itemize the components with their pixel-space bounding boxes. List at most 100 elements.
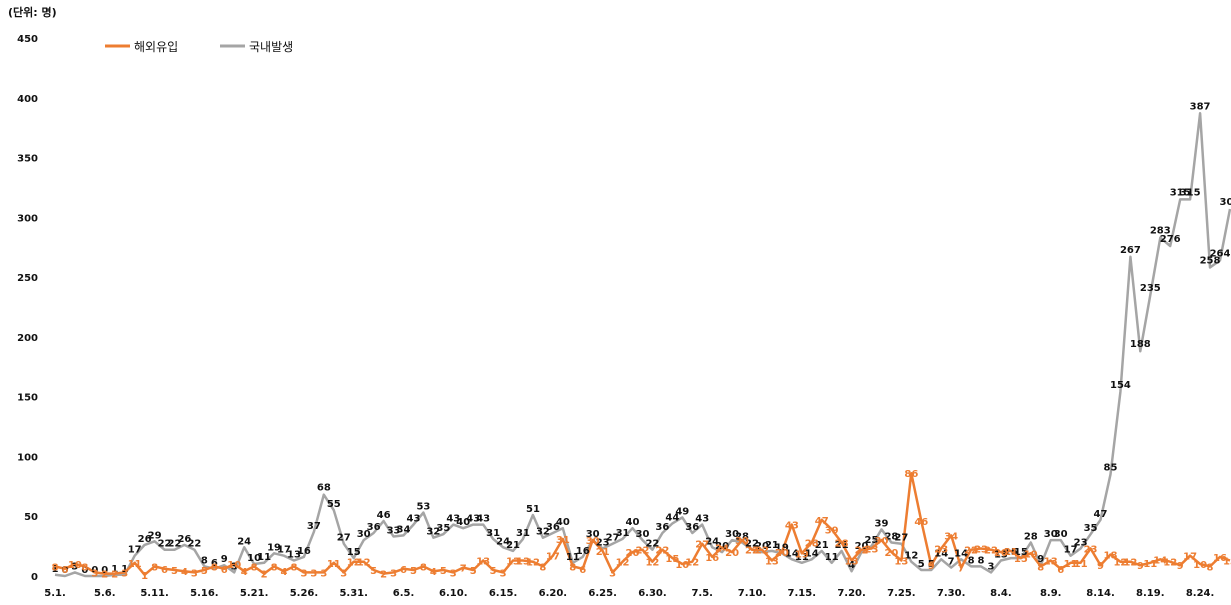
data-label-imported: 3 — [300, 568, 307, 579]
data-label-domestic: 85 — [1104, 462, 1118, 473]
data-label-domestic: 46 — [377, 510, 391, 521]
data-label-domestic: 21 — [506, 540, 520, 551]
data-label-imported: 4 — [281, 567, 288, 578]
data-label-domestic: 36 — [655, 522, 669, 533]
data-label-imported: 43 — [785, 521, 799, 532]
data-label-imported: 10 — [227, 560, 241, 571]
data-label-domestic: 154 — [1110, 380, 1131, 391]
data-label-domestic: 188 — [1130, 339, 1151, 350]
data-label-domestic: 43 — [476, 514, 490, 525]
x-tick-label: 7.30. — [937, 588, 965, 599]
data-label-imported: 17 — [546, 552, 560, 563]
y-tick-label: 350 — [17, 154, 38, 165]
data-label-domestic: 39 — [874, 518, 888, 529]
y-tick-label: 50 — [24, 512, 38, 523]
data-label-imported: 23 — [934, 545, 948, 556]
data-label-imported: 31 — [556, 535, 570, 546]
data-label-domestic: 8 — [978, 555, 985, 566]
x-tick-label: 7.10. — [738, 588, 766, 599]
data-label-domestic: 3 — [987, 561, 994, 572]
data-label-imported: 8 — [251, 562, 258, 573]
data-label-imported: 11 — [1074, 559, 1088, 570]
legend-label-domestic: 국내발생 — [249, 40, 293, 54]
data-label-imported: 13 — [1044, 556, 1058, 567]
data-label-domestic: 53 — [416, 502, 430, 513]
y-axis: 050100150200250300350400450 — [17, 34, 38, 583]
data-label-imported: 5 — [370, 566, 377, 577]
y-tick-label: 100 — [17, 452, 38, 463]
data-label-imported: 8 — [420, 562, 427, 573]
x-axis: 5.1. 5.6. 5.11. 5.16. 5.21. 5.26. 5.31. 6.5. 6.1… — [44, 588, 1214, 599]
data-label-imported: 86 — [904, 469, 918, 480]
x-tick-label: 6.15. — [489, 588, 517, 599]
data-label-imported: 39 — [825, 525, 839, 536]
data-label-imported: 6 — [161, 565, 168, 576]
data-label-imported: 3 — [191, 568, 198, 579]
x-tick-label: 5.26. — [290, 588, 318, 599]
data-label-imported: 8 — [539, 562, 546, 573]
legend-label-imported: 해외유입 — [134, 40, 178, 54]
data-label-domestic: 43 — [407, 514, 421, 525]
data-label-domestic: 30 — [1054, 529, 1068, 540]
data-label-imported: 12 — [1123, 558, 1137, 569]
data-label-domestic: 27 — [894, 533, 908, 544]
data-label-domestic: 36 — [367, 522, 381, 533]
data-label-domestic: 68 — [317, 483, 331, 494]
data-label-imported: 12 — [616, 558, 630, 569]
data-label-domestic: 5 — [918, 559, 925, 570]
data-label-domestic: 40 — [626, 517, 640, 528]
y-tick-label: 0 — [31, 572, 38, 583]
data-label-imported: 5 — [201, 566, 208, 577]
data-label-imported: 3 — [340, 568, 347, 579]
data-label-imported: 5 — [470, 566, 477, 577]
data-label-imported: 6 — [400, 565, 407, 576]
data-label-imported: 7 — [958, 564, 965, 575]
x-tick-label: 8.19. — [1136, 588, 1164, 599]
data-label-imported: 3 — [500, 568, 507, 579]
data-label-domestic: 40 — [556, 517, 570, 528]
data-label-domestic: 8 — [968, 555, 975, 566]
data-label-imported: 4 — [430, 567, 437, 578]
data-labels-imported: 8 6 10 83 2 2 31118 6 5 4 3 5 8 6 104 828 4 83 3 311312125 2… — [52, 469, 1231, 582]
data-label-imported: 8 — [290, 562, 297, 573]
data-label-imported: 3 — [310, 568, 317, 579]
data-label-imported: 3 — [91, 568, 98, 579]
data-label-domestic: 16 — [576, 546, 590, 557]
x-tick-label: 5.16. — [190, 588, 218, 599]
data-label-imported: 9 — [1097, 561, 1104, 572]
data-label-domestic: 24 — [237, 536, 251, 547]
data-label-imported: 5 — [171, 566, 178, 577]
data-label-domestic: 49 — [675, 506, 689, 517]
x-tick-label: 8.9. — [1040, 588, 1062, 599]
data-label-imported: 2 — [380, 570, 387, 581]
data-label-imported: 28 — [835, 539, 849, 550]
unit-label: (단위: 명) — [8, 5, 57, 19]
data-label-imported: 19 — [795, 549, 809, 560]
x-tick-label: 5.11. — [140, 588, 168, 599]
y-tick-label: 300 — [17, 213, 38, 224]
data-label-domestic: 387 — [1190, 101, 1211, 112]
x-tick-label: 5.31. — [339, 588, 367, 599]
data-label-domestic: 27 — [337, 533, 351, 544]
data-label-imported: 8 — [1207, 562, 1214, 573]
data-label-imported: 30 — [874, 536, 888, 547]
data-label-imported: 2 — [261, 570, 268, 581]
data-label-imported: 12 — [1163, 558, 1177, 569]
x-tick-label: 5.21. — [240, 588, 268, 599]
data-label-domestic: 16 — [297, 546, 311, 557]
data-label-domestic: 43 — [695, 514, 709, 525]
data-label-domestic: 35 — [436, 523, 450, 534]
data-label-imported: 8 — [151, 562, 158, 573]
data-label-domestic: 28 — [1024, 532, 1038, 543]
data-label-imported: 46 — [914, 517, 928, 528]
y-tick-label: 450 — [17, 34, 38, 45]
series-line-domestic — [55, 113, 1230, 576]
x-tick-label: 6.20. — [539, 588, 567, 599]
data-label-imported: 4 — [181, 567, 188, 578]
data-label-domestic: 35 — [1084, 523, 1098, 534]
data-label-domestic: 37 — [307, 521, 321, 532]
x-tick-label: 6.25. — [588, 588, 616, 599]
data-label-domestic: 34 — [397, 524, 411, 535]
